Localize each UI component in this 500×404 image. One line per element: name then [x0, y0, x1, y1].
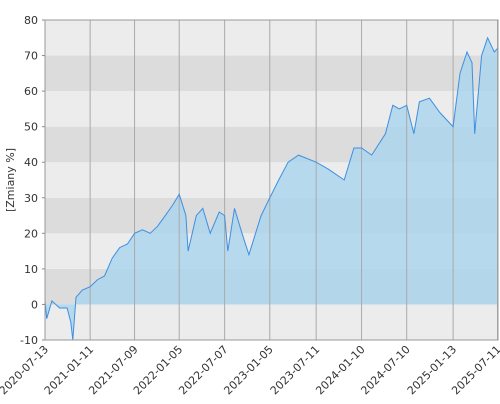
y-tick-label: 70	[24, 50, 38, 63]
y-tick-label: 0	[31, 298, 38, 311]
area	[45, 37, 498, 341]
grid-band	[45, 55, 498, 92]
y-tick-label: 20	[24, 227, 38, 240]
plot-frame	[44, 19, 499, 341]
y-tick-label: -10	[20, 334, 38, 347]
y-tick-label: 60	[24, 85, 38, 98]
y-tick-label: 80	[24, 14, 38, 27]
grid-band	[45, 304, 498, 340]
y-tick-label: 10	[24, 263, 38, 276]
y-tick-label: 50	[24, 121, 38, 134]
y-axis-label: [Zmiany %]	[4, 148, 17, 212]
y-tick-label: 40	[24, 156, 38, 169]
grid-band	[45, 20, 498, 56]
line	[44, 36, 498, 341]
y-tick-label: 30	[24, 192, 38, 205]
